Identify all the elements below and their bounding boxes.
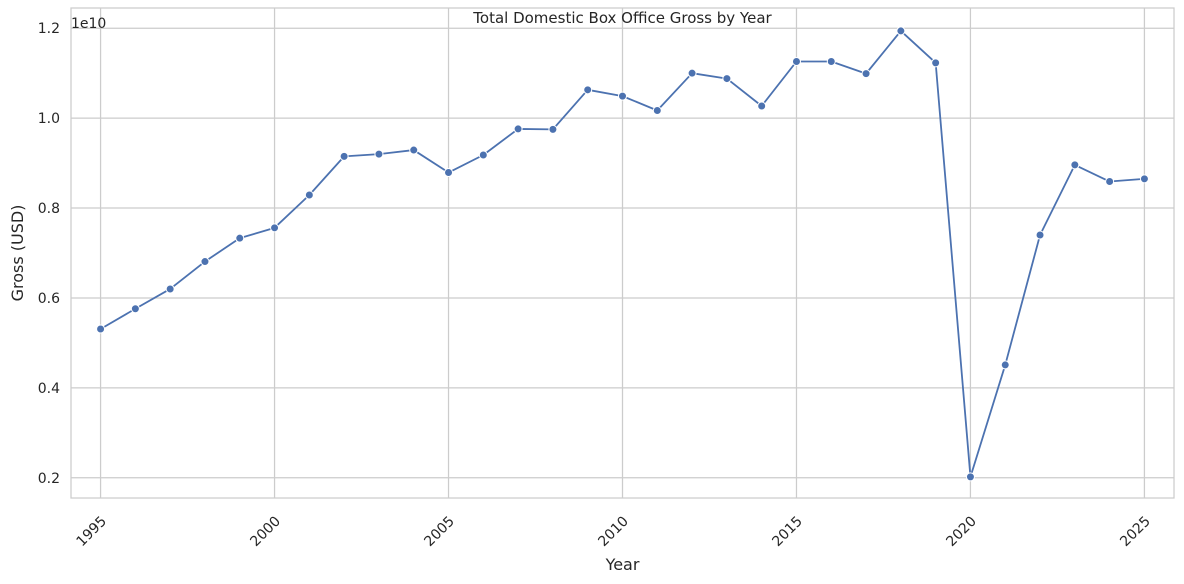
data-point <box>548 124 558 134</box>
data-point <box>235 233 245 243</box>
y-tick-label: 1.0 <box>38 111 60 127</box>
grid-layer <box>71 8 1174 498</box>
data-point <box>1105 177 1115 187</box>
data-point <box>896 26 906 36</box>
data-point <box>618 91 627 101</box>
x-tick-label: 2010 <box>595 513 632 550</box>
x-tick-label: 1995 <box>73 513 110 550</box>
chart-title: Total Domestic Box Office Gross by Year <box>472 9 772 27</box>
data-point <box>374 149 384 159</box>
x-tick-label: 2000 <box>247 513 284 550</box>
data-point <box>687 68 697 78</box>
data-point <box>513 124 523 134</box>
data-point <box>1139 174 1149 184</box>
data-point <box>583 85 593 95</box>
data-point <box>826 56 836 66</box>
data-point <box>965 472 975 482</box>
data-point <box>652 105 662 115</box>
plot-frame <box>70 7 1175 499</box>
y-offset-text: 1e10 <box>71 16 106 32</box>
y-tick-label: 1.2 <box>38 21 60 37</box>
data-point <box>304 190 314 200</box>
data-point <box>165 284 175 294</box>
data-point <box>1000 360 1010 370</box>
y-tick-label: 0.8 <box>38 201 60 217</box>
data-point <box>339 151 349 161</box>
y-tick-label: 0.6 <box>38 291 60 307</box>
x-tick-label: 2025 <box>1117 513 1154 550</box>
data-point <box>757 101 767 111</box>
data-point <box>130 304 140 314</box>
data-point <box>861 69 871 79</box>
data-point <box>478 150 488 160</box>
x-tick-labels: 1995 2000 2005 2010 2015 2020 2025 <box>73 513 1153 550</box>
y-tick-labels: 0.2 0.4 0.6 0.8 1.0 1.2 <box>38 21 60 487</box>
data-point <box>1035 230 1045 240</box>
x-axis-label: Year <box>605 555 640 574</box>
x-tick-label: 2015 <box>769 513 806 550</box>
data-point <box>791 56 801 66</box>
data-point <box>409 145 419 155</box>
x-tick-label: 2005 <box>421 513 458 550</box>
data-point <box>931 58 941 68</box>
y-tick-label: 0.4 <box>38 381 60 397</box>
series-layer <box>96 26 1149 482</box>
y-axis-label: Gross (USD) <box>8 205 27 302</box>
data-point <box>1070 160 1080 170</box>
data-point <box>722 74 732 84</box>
data-point <box>444 168 454 178</box>
x-tick-label: 2020 <box>943 513 980 550</box>
data-point <box>200 257 210 267</box>
data-point <box>270 223 280 233</box>
data-point <box>96 324 106 334</box>
y-tick-label: 0.2 <box>38 471 60 487</box>
